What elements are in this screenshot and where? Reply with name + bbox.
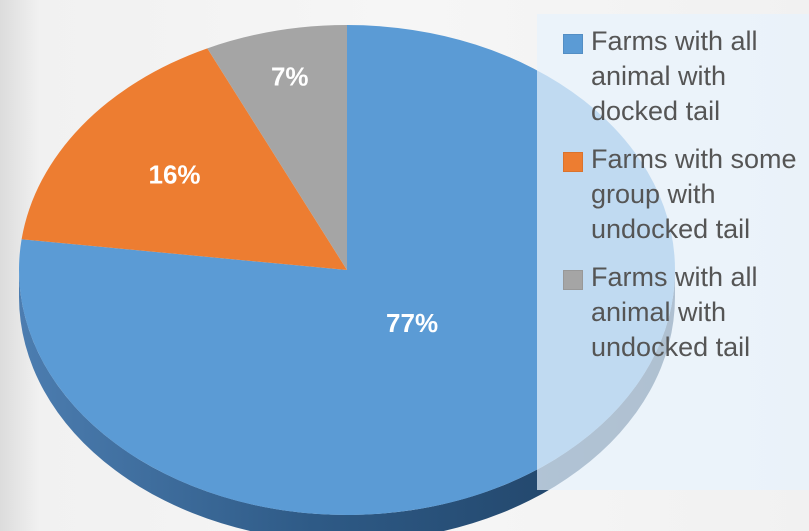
- pie-slice-docked-all: [19, 25, 676, 515]
- legend-swatch-docked-all: [563, 34, 583, 54]
- legend-swatch-some-undocked: [563, 152, 583, 172]
- slice-label-docked-all: 77%: [386, 308, 438, 338]
- legend-label-some-undocked: Farms with some group with undocked tail: [591, 144, 797, 244]
- legend-item-some-undocked: Farms with some group with undocked tail: [563, 142, 809, 247]
- legend-label-docked-all: Farms with all animal with docked tail: [591, 26, 758, 126]
- legend-item-docked-all: Farms with all animal with docked tail: [563, 24, 809, 129]
- slice-label-some-undocked: 16%: [148, 159, 200, 189]
- legend-background: [537, 14, 809, 490]
- chart-legend: Farms with all animal with docked tail F…: [563, 24, 809, 365]
- pie-slice-some-undocked: [21, 48, 348, 270]
- pie-slice-undocked-all: [207, 25, 347, 270]
- legend-swatch-undocked-all: [563, 270, 583, 290]
- legend-label-undocked-all: Farms with all animal with undocked tail: [591, 262, 758, 362]
- slice-label-undocked-all: 7%: [271, 62, 309, 92]
- legend-item-undocked-all: Farms with all animal with undocked tail: [563, 260, 809, 365]
